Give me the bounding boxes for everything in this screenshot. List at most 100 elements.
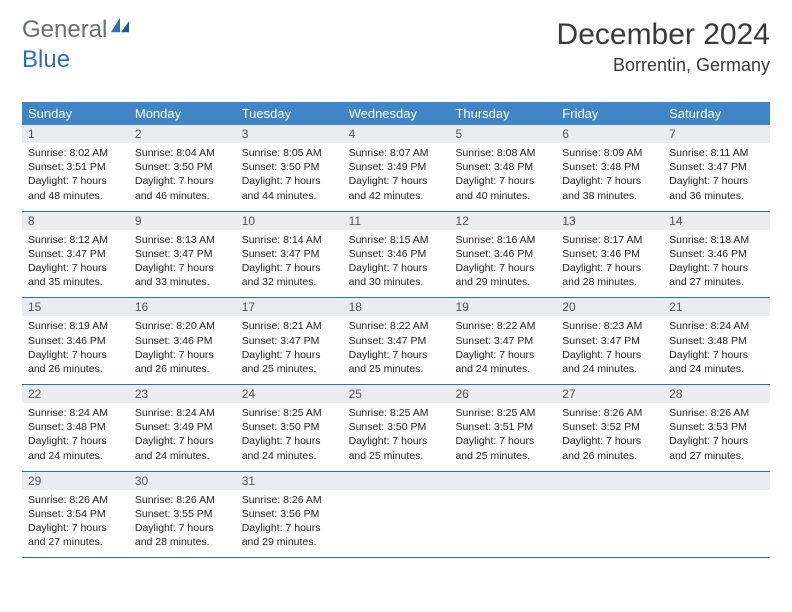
daylight-line: Daylight: 7 hours and 26 minutes.	[562, 434, 657, 462]
day-header-row: SundayMondayTuesdayWednesdayThursdayFrid…	[22, 102, 770, 125]
day-number: 18	[343, 298, 450, 316]
day-cell: 30Sunrise: 8:26 AMSunset: 3:55 PMDayligh…	[129, 472, 236, 558]
sunrise-line: Sunrise: 8:24 AM	[135, 406, 230, 420]
week-row: 22Sunrise: 8:24 AMSunset: 3:48 PMDayligh…	[22, 385, 770, 472]
day-cell: 4 Sunrise: 8:07 AMSunset: 3:49 PMDaylight…	[343, 125, 450, 211]
daylight-line: Daylight: 7 hours and 24 minutes.	[242, 434, 337, 462]
day-number: 2	[129, 125, 236, 143]
sunset-line: Sunset: 3:48 PM	[28, 420, 123, 434]
day-number: 8	[22, 212, 129, 230]
day-number: 12	[449, 212, 556, 230]
daylight-line: Daylight: 7 hours and 46 minutes.	[135, 174, 230, 202]
sunrise-line: Sunrise: 8:19 AM	[28, 319, 123, 333]
empty-cell	[343, 472, 450, 558]
day-number	[449, 472, 556, 490]
sunset-line: Sunset: 3:47 PM	[455, 334, 550, 348]
day-header-thursday: Thursday	[449, 102, 556, 125]
day-cell: 3 Sunrise: 8:05 AMSunset: 3:50 PMDaylight…	[236, 125, 343, 211]
sunset-line: Sunset: 3:48 PM	[455, 160, 550, 174]
day-number: 20	[556, 298, 663, 316]
sunrise-line: Sunrise: 8:20 AM	[135, 319, 230, 333]
daylight-line: Daylight: 7 hours and 28 minutes.	[562, 261, 657, 289]
sunrise-line: Sunrise: 8:09 AM	[562, 146, 657, 160]
day-cell: 12 Sunrise: 8:16 AMSunset: 3:46 PMDayligh…	[449, 212, 556, 298]
day-info: Sunrise: 8:15 AMSunset: 3:46 PMDaylight:…	[349, 233, 444, 290]
daylight-line: Daylight: 7 hours and 42 minutes.	[349, 174, 444, 202]
day-cell: 17Sunrise: 8:21 AMSunset: 3:47 PMDayligh…	[236, 298, 343, 384]
day-info: Sunrise: 8:26 AMSunset: 3:52 PMDaylight:…	[562, 406, 657, 463]
title-block: December 2024 Borrentin, Germany	[557, 18, 770, 82]
sunset-line: Sunset: 3:54 PM	[28, 507, 123, 521]
sunrise-line: Sunrise: 8:13 AM	[135, 233, 230, 247]
day-cell: 31Sunrise: 8:26 AMSunset: 3:56 PMDayligh…	[236, 472, 343, 558]
header: General December 2024 Borrentin, Germany	[22, 18, 770, 82]
sunrise-line: Sunrise: 8:26 AM	[562, 406, 657, 420]
daylight-line: Daylight: 7 hours and 40 minutes.	[455, 174, 550, 202]
day-number: 21	[663, 298, 770, 316]
sunset-line: Sunset: 3:46 PM	[455, 247, 550, 261]
day-cell: 14Sunrise: 8:18 AMSunset: 3:46 PMDayligh…	[663, 212, 770, 298]
day-number: 1	[22, 125, 129, 143]
day-number: 19	[449, 298, 556, 316]
daylight-line: Daylight: 7 hours and 24 minutes.	[455, 348, 550, 376]
day-info: Sunrise: 8:19 AMSunset: 3:46 PMDaylight:…	[28, 319, 123, 376]
day-number: 17	[236, 298, 343, 316]
day-cell: 23Sunrise: 8:24 AMSunset: 3:49 PMDayligh…	[129, 385, 236, 471]
day-info: Sunrise: 8:24 AMSunset: 3:49 PMDaylight:…	[135, 406, 230, 463]
sunset-line: Sunset: 3:47 PM	[135, 247, 230, 261]
sunset-line: Sunset: 3:50 PM	[242, 420, 337, 434]
day-header-saturday: Saturday	[663, 102, 770, 125]
daylight-line: Daylight: 7 hours and 25 minutes.	[349, 434, 444, 462]
day-cell: 13Sunrise: 8:17 AMSunset: 3:46 PMDayligh…	[556, 212, 663, 298]
day-number: 10	[236, 212, 343, 230]
sunrise-line: Sunrise: 8:21 AM	[242, 319, 337, 333]
day-cell: 16Sunrise: 8:20 AMSunset: 3:46 PMDayligh…	[129, 298, 236, 384]
day-info: Sunrise: 8:05 AMSunset: 3:50 PMDaylight:…	[242, 146, 337, 203]
day-info: Sunrise: 8:25 AMSunset: 3:51 PMDaylight:…	[455, 406, 550, 463]
daylight-line: Daylight: 7 hours and 36 minutes.	[669, 174, 764, 202]
sunrise-line: Sunrise: 8:17 AM	[562, 233, 657, 247]
day-cell: 8 Sunrise: 8:12 AMSunset: 3:47 PMDaylight…	[22, 212, 129, 298]
day-info: Sunrise: 8:07 AMSunset: 3:49 PMDaylight:…	[349, 146, 444, 203]
day-info: Sunrise: 8:08 AMSunset: 3:48 PMDaylight:…	[455, 146, 550, 203]
sunset-line: Sunset: 3:46 PM	[349, 247, 444, 261]
day-cell: 28Sunrise: 8:26 AMSunset: 3:53 PMDayligh…	[663, 385, 770, 471]
sunrise-line: Sunrise: 8:25 AM	[242, 406, 337, 420]
daylight-line: Daylight: 7 hours and 33 minutes.	[135, 261, 230, 289]
sunrise-line: Sunrise: 8:16 AM	[455, 233, 550, 247]
day-cell: 20 Sunrise: 8:23 AMSunset: 3:47 PMDayligh…	[556, 298, 663, 384]
day-info: Sunrise: 8:18 AMSunset: 3:46 PMDaylight:…	[669, 233, 764, 290]
sunrise-line: Sunrise: 8:14 AM	[242, 233, 337, 247]
day-number: 6	[556, 125, 663, 143]
sunrise-line: Sunrise: 8:07 AM	[349, 146, 444, 160]
empty-cell	[556, 472, 663, 558]
sunset-line: Sunset: 3:53 PM	[669, 420, 764, 434]
day-header-friday: Friday	[556, 102, 663, 125]
day-info: Sunrise: 8:02 AMSunset: 3:51 PMDaylight:…	[28, 146, 123, 203]
day-number: 24	[236, 385, 343, 403]
sunrise-line: Sunrise: 8:26 AM	[242, 493, 337, 507]
day-info: Sunrise: 8:23 AMSunset: 3:47 PMDaylight:…	[562, 319, 657, 376]
day-info: Sunrise: 8:11 AMSunset: 3:47 PMDaylight:…	[669, 146, 764, 203]
day-info: Sunrise: 8:26 AMSunset: 3:54 PMDaylight:…	[28, 493, 123, 550]
week-row: 15Sunrise: 8:19 AMSunset: 3:46 PMDayligh…	[22, 298, 770, 385]
day-info: Sunrise: 8:04 AMSunset: 3:50 PMDaylight:…	[135, 146, 230, 203]
brand-logo-line2: Blue	[22, 48, 70, 72]
day-info: Sunrise: 8:12 AMSunset: 3:47 PMDaylight:…	[28, 233, 123, 290]
sunset-line: Sunset: 3:47 PM	[28, 247, 123, 261]
daylight-line: Daylight: 7 hours and 29 minutes.	[455, 261, 550, 289]
daylight-line: Daylight: 7 hours and 25 minutes.	[455, 434, 550, 462]
sunrise-line: Sunrise: 8:26 AM	[135, 493, 230, 507]
sunrise-line: Sunrise: 8:11 AM	[669, 146, 764, 160]
daylight-line: Daylight: 7 hours and 24 minutes.	[562, 348, 657, 376]
day-header-monday: Monday	[129, 102, 236, 125]
day-number: 4	[343, 125, 450, 143]
sunrise-line: Sunrise: 8:25 AM	[349, 406, 444, 420]
brand-blue: Blue	[22, 48, 70, 72]
sail-icon	[109, 15, 131, 33]
daylight-line: Daylight: 7 hours and 26 minutes.	[135, 348, 230, 376]
daylight-line: Daylight: 7 hours and 27 minutes.	[669, 434, 764, 462]
day-info: Sunrise: 8:09 AMSunset: 3:48 PMDaylight:…	[562, 146, 657, 203]
sunrise-line: Sunrise: 8:23 AM	[562, 319, 657, 333]
day-number: 3	[236, 125, 343, 143]
